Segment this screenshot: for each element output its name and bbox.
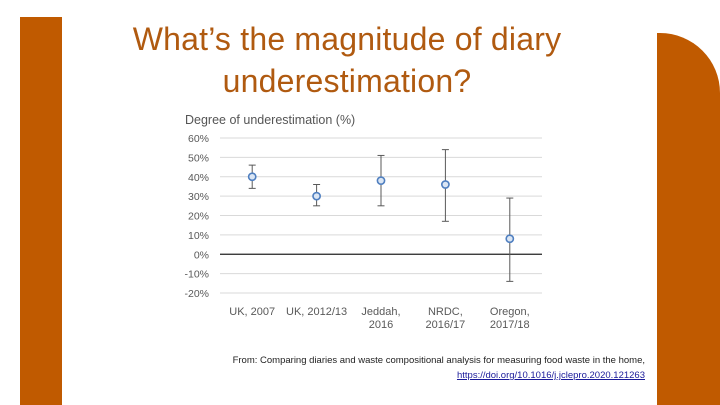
y-tick-label: 10% [188,230,209,242]
y-tick-label: 50% [188,152,209,164]
y-tick-label: -20% [184,288,209,300]
left-accent-bar [20,17,62,405]
caption-text: From: Comparing diaries and waste compos… [232,355,645,366]
x-tick-label: UK, 2007 [229,306,275,318]
x-tick-label-line: 2016 [369,319,393,331]
data-point [247,172,257,182]
x-tick-label-line: UK, 2012/13 [286,306,347,318]
x-tick-label-line: Oregon, [490,306,530,318]
x-tick-label-line: Jeddah, [361,306,400,318]
y-tick-label: -10% [184,269,209,281]
x-tick-label: Oregon, 2017/18 [490,306,530,331]
underestimation-chart: Degree of underestimation (%) -20% -10% 0%… [184,113,542,331]
x-tick-label-line: 2017/18 [490,319,530,331]
x-tick-label-line: UK, 2007 [229,306,275,318]
slide-title: What’s the magnitude of diary underestim… [62,18,632,102]
y-tick-label: 30% [188,191,209,203]
y-tick-label: 60% [188,133,209,145]
x-tick-label-line: NRDC, [428,306,463,318]
y-tick-label: 0% [194,249,209,261]
x-tick-label: NRDC, 2016/17 [426,306,466,331]
source-link[interactable]: https://doi.org/10.1016/j.jclepro.2020.1… [456,370,645,381]
data-point [376,176,386,186]
chart-title: Degree of underestimation (%) [185,113,355,127]
data-point [505,234,515,244]
data-point [312,191,321,201]
right-accent-bar [657,33,720,405]
x-tick-label-line: 2016/17 [426,319,466,331]
x-tick-label: Jeddah, 2016 [361,306,400,331]
y-tick-label: 20% [188,211,209,223]
data-point [440,180,450,189]
title-line-1: What’s the magnitude of diary [132,21,562,57]
source-caption: From: Comparing diaries and waste compos… [165,353,645,383]
x-tick-label: UK, 2012/13 [286,306,347,318]
title-line-2: underestimation? [222,63,472,99]
y-tick-label: 40% [188,172,209,184]
